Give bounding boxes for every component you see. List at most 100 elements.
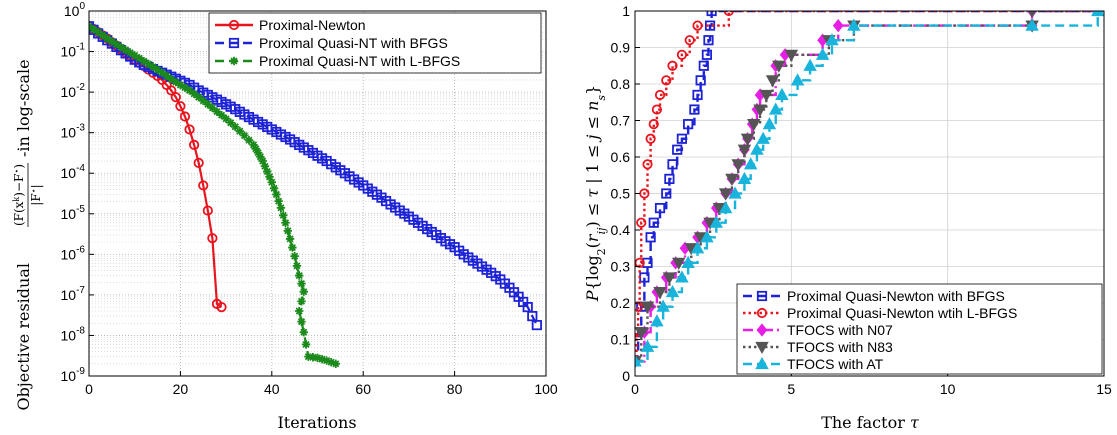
left-series-point <box>112 40 121 49</box>
left-series-point <box>231 122 240 131</box>
left-y-tick-label: 100 <box>64 1 86 19</box>
right-series-point <box>676 49 688 60</box>
left-y-axis-label-group: Objective residual (F(xk)−F⋆) |F⋆| -in l… <box>12 59 44 410</box>
left-series-point <box>226 118 235 127</box>
right-series-point <box>731 159 745 172</box>
left-series-point <box>208 103 217 113</box>
right-y-tick-label: 0.4 <box>611 222 631 238</box>
left-series-point <box>139 56 149 66</box>
right-y-tick-label: 0.1 <box>611 332 631 348</box>
right-legend-label: Proximal Quasi-Newton wtih L-BFGS <box>787 305 1017 321</box>
right-series-point <box>684 35 695 46</box>
left-series-point <box>171 77 181 87</box>
right-series-point <box>762 117 777 130</box>
left-y-axis-label-prefix: Objective residual <box>14 263 33 411</box>
right-y-tick-label: 0.9 <box>611 40 631 56</box>
right-series-point <box>706 11 717 17</box>
right-y-axis-label-group: P{log2(rij) ≤ τ | 1 ≤ j ≤ ns} <box>583 85 608 303</box>
left-series-point <box>121 45 130 55</box>
left-legend-label: Proximal Quasi-NT with L-BFGS <box>259 53 460 69</box>
right-series-line <box>635 11 1104 363</box>
left-series-point <box>116 42 126 52</box>
right-series-point <box>642 159 653 170</box>
right-series-point <box>743 157 758 170</box>
right-series-point <box>815 47 830 60</box>
left-series-point <box>107 37 117 46</box>
right-series-point <box>639 188 650 199</box>
right-series-point <box>832 18 844 33</box>
left-legend-swatch-marker <box>228 19 240 31</box>
right-series-point <box>737 171 752 185</box>
left-series-point <box>322 356 331 365</box>
left-series-point <box>297 297 306 306</box>
left-series-point <box>207 233 218 244</box>
right-y-tick-label: 0.6 <box>611 149 631 165</box>
left-series-point <box>125 48 135 57</box>
left-series-point <box>193 157 204 168</box>
left-series-point <box>175 101 186 112</box>
right-y-tick-label: 0.7 <box>611 113 631 129</box>
right-series-point <box>675 270 689 283</box>
left-series-point <box>244 136 254 145</box>
right-series-point <box>635 354 642 367</box>
right-series-point <box>695 75 706 86</box>
left-series-point <box>531 319 542 331</box>
left-series-point <box>279 211 288 220</box>
right-legend: Proximal Quasi-Newton with BFGSProximal … <box>736 283 1103 375</box>
right-series-point <box>661 75 672 86</box>
left-series-point <box>267 178 276 187</box>
left-series-point <box>331 359 340 368</box>
left-series-point <box>180 83 190 92</box>
right-series-point <box>756 131 770 144</box>
left-series-point <box>295 306 304 316</box>
right-series-point <box>672 144 683 155</box>
right-series-point <box>672 257 686 270</box>
right-series-point <box>654 202 666 214</box>
right-series-point <box>718 188 733 201</box>
left-legend-label: Proximal Quasi-NT with BFGS <box>259 35 448 51</box>
left-series-point <box>89 25 98 34</box>
right-x-tick-label: 15 <box>1096 381 1112 397</box>
left-series-point <box>184 124 195 135</box>
right-legend-swatch-marker <box>756 290 768 302</box>
left-series-point <box>260 162 270 171</box>
left-series-point <box>198 180 209 191</box>
right-chart: 00.10.20.30.40.50.60.70.80.910 5 10 15 The … <box>583 3 1112 432</box>
left-legend-swatch-marker <box>228 37 240 49</box>
right-series-point <box>692 89 703 101</box>
left-y-axis-label-denominator: |F⋆| <box>29 184 44 205</box>
left-series-point <box>258 156 267 166</box>
right-y-tick-label: 0.2 <box>611 295 631 311</box>
right-series-point <box>664 173 675 184</box>
right-series-point <box>648 217 659 228</box>
right-series-point <box>723 11 734 17</box>
right-y-tick-label: 0.3 <box>611 259 631 275</box>
left-series-point <box>272 190 281 199</box>
left-series-point <box>144 59 153 69</box>
right-series-point <box>665 284 680 298</box>
left-y-tick-label: 10-9 <box>61 366 86 384</box>
right-legend-label: TFOCS with N07 <box>787 322 893 338</box>
left-y-tick-label: 10-7 <box>61 285 86 303</box>
right-series-point <box>636 217 647 228</box>
right-series-point <box>635 327 648 340</box>
right-series-point <box>635 301 644 312</box>
right-legend-label: TFOCS with N83 <box>787 339 893 355</box>
right-series-point <box>772 60 786 73</box>
left-series-point <box>189 89 199 99</box>
left-series-point <box>199 96 208 105</box>
left-series-point <box>217 111 226 120</box>
right-series-point <box>740 133 755 146</box>
right-series-point <box>709 215 724 228</box>
left-series-point <box>130 51 139 60</box>
left-x-tick-label: 80 <box>447 381 463 397</box>
left-series-point <box>274 196 283 206</box>
right-series-5 <box>635 11 1104 367</box>
right-series-point <box>681 255 695 268</box>
left-series-point <box>256 152 265 162</box>
left-y-tick-label: 10-8 <box>61 325 86 343</box>
left-x-tick-label: 20 <box>173 381 189 397</box>
right-legend-swatch-marker <box>756 323 768 337</box>
left-x-tick-label: 100 <box>534 381 558 397</box>
right-series-point <box>661 188 672 199</box>
